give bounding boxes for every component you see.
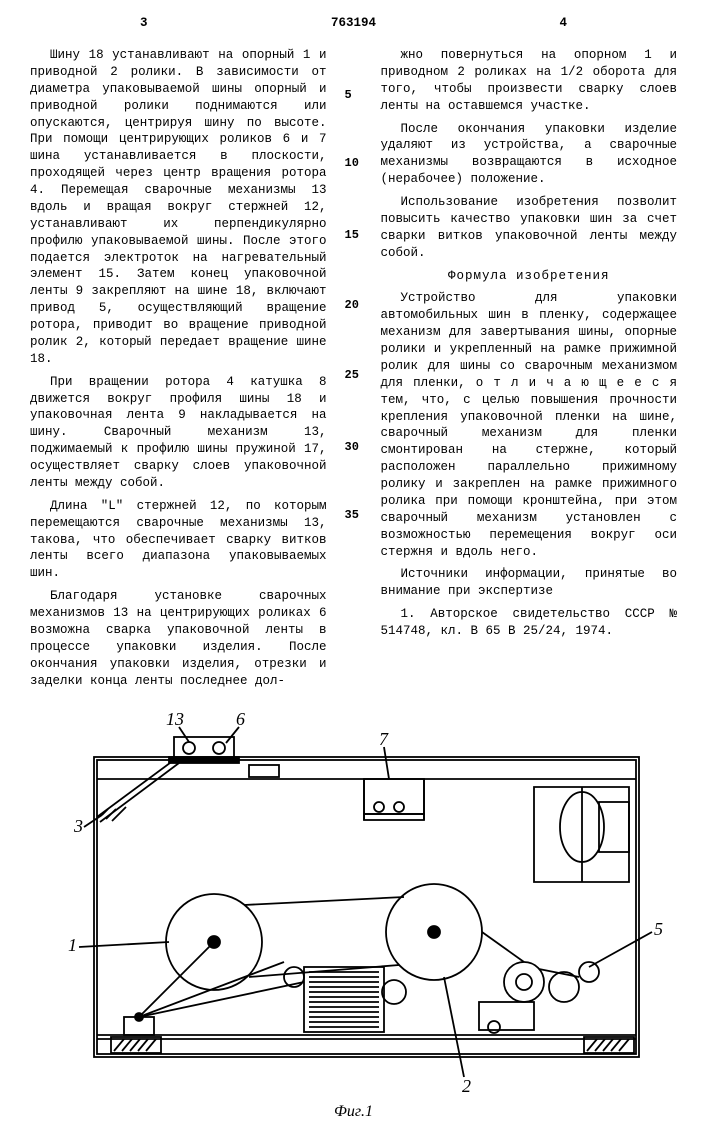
- figure-label-13: 13: [166, 709, 184, 729]
- figure-label-1: 1: [68, 935, 77, 955]
- line-number: 15: [345, 227, 359, 243]
- figure-drawing: 3 13 6 7 1 2 5: [34, 707, 674, 1097]
- page-number-left: 3: [140, 15, 148, 32]
- left-p3: Длина "L" стержней 12, по которым переме…: [30, 498, 327, 582]
- left-p4: Благодаря установке сварочных механизмов…: [30, 588, 327, 689]
- left-p1: Шину 18 устанавливают на опорный 1 и при…: [30, 47, 327, 368]
- line-number: 10: [345, 155, 359, 171]
- left-column: Шину 18 устанавливают на опорный 1 и при…: [30, 47, 327, 695]
- right-p3: Использование изобретения позволит повыс…: [381, 194, 678, 262]
- page-header: 3 763194 4: [30, 15, 677, 35]
- right-column: жно повернуться на опорном 1 и приводном…: [381, 47, 678, 695]
- figure-label-3: 3: [73, 816, 83, 836]
- figure-label-5: 5: [654, 919, 663, 939]
- page-number-right: 4: [559, 15, 567, 32]
- line-number: 5: [345, 87, 352, 103]
- formula-title: Формула изобретения: [381, 268, 678, 285]
- figure-label-6: 6: [236, 709, 245, 729]
- figure-label-2: 2: [462, 1076, 471, 1096]
- right-p2: После окончания упаковки изделие удаляют…: [381, 121, 678, 189]
- line-number: 35: [345, 507, 359, 523]
- text-columns: Шину 18 устанавливают на опорный 1 и при…: [30, 47, 677, 695]
- document-number: 763194: [331, 15, 376, 32]
- line-number: 20: [345, 297, 359, 313]
- line-number: 30: [345, 439, 359, 455]
- claim-text: Устройство для упаковки автомобильных ши…: [381, 290, 678, 560]
- figure-caption: Фиг.1: [30, 1101, 677, 1123]
- figure-label-7: 7: [379, 729, 389, 749]
- source-1: 1. Авторское свидетельство СССР № 514748…: [381, 606, 678, 640]
- line-number: 25: [345, 367, 359, 383]
- sources-title: Источники информации, принятые во вниман…: [381, 566, 678, 600]
- figure-container: 3 13 6 7 1 2 5 Фиг.1: [30, 707, 677, 1123]
- line-number-gutter: 5 10 15 20 25 30 35: [345, 47, 363, 695]
- left-p2: При вращении ротора 4 катушка 8 движется…: [30, 374, 327, 492]
- right-p1: жно повернуться на опорном 1 и приводном…: [381, 47, 678, 115]
